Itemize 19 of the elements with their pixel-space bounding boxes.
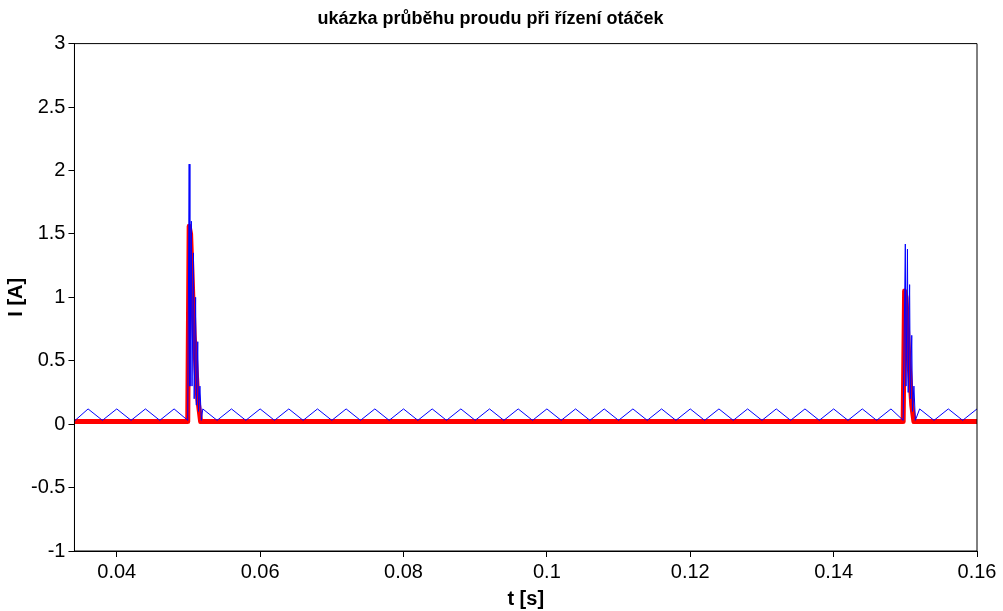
y-axis-title: I [A] <box>3 277 26 317</box>
x-tick-label: 0.1 <box>532 559 561 582</box>
chart-title: ukázka průběhu proudu při řízení otáček <box>317 7 665 28</box>
y-tick-label: 2 <box>54 157 66 180</box>
y-tick-label: 0 <box>54 411 66 434</box>
x-tick-label: 0.16 <box>957 559 997 582</box>
x-tick-label: 0.08 <box>384 559 423 582</box>
x-tick-label: 0.12 <box>670 559 710 582</box>
x-tick-label: 0.04 <box>97 559 137 582</box>
y-tick-label: 2.5 <box>37 94 66 117</box>
x-tick-label: 0.06 <box>240 559 280 582</box>
y-tick-label: 0.5 <box>37 348 66 371</box>
x-tick-label: 0.14 <box>814 559 854 582</box>
y-tick-label: 1.5 <box>37 221 66 244</box>
y-tick-label: 1 <box>54 284 66 307</box>
x-axis-title: t [s] <box>507 586 545 609</box>
y-tick-label: -0.5 <box>30 475 66 498</box>
y-tick-label: -1 <box>47 538 66 561</box>
y-tick-label: 3 <box>54 31 66 54</box>
